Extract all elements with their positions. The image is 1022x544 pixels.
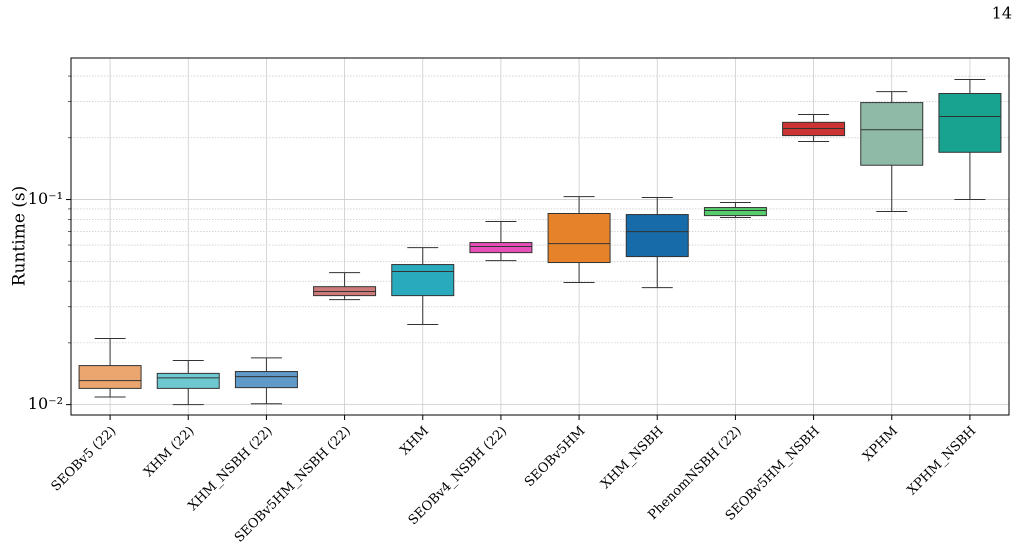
- box: [703, 207, 767, 217]
- x-tick-label: XHM: [397, 424, 432, 459]
- x-tick-label: XPHM: [860, 424, 901, 465]
- x-tick-label: XHM_NSBH: [598, 424, 666, 492]
- x-tick-label: XHM (22): [141, 424, 197, 480]
- box: [469, 242, 533, 254]
- x-tick-label: SEOBv5HM: [522, 424, 588, 490]
- x-tick-label: XPHM_NSBH: [905, 424, 979, 498]
- x-tick-label: SEOBv5 (22): [49, 424, 120, 495]
- box: [938, 92, 1002, 153]
- box: [156, 372, 220, 389]
- y-axis-label: Runtime (s): [10, 186, 30, 287]
- y-tick-label: 10⁻²: [28, 394, 63, 413]
- page-number: 14: [992, 4, 1012, 23]
- y-tick-label: 10⁻¹: [28, 189, 63, 208]
- box: [78, 365, 142, 389]
- plot-frame: [70, 57, 1010, 416]
- box: [547, 212, 611, 264]
- box: [860, 102, 924, 166]
- box: [234, 371, 298, 389]
- x-tick-label: XHM_NSBH (22): [186, 424, 276, 514]
- box: [391, 264, 455, 297]
- box: [625, 214, 689, 258]
